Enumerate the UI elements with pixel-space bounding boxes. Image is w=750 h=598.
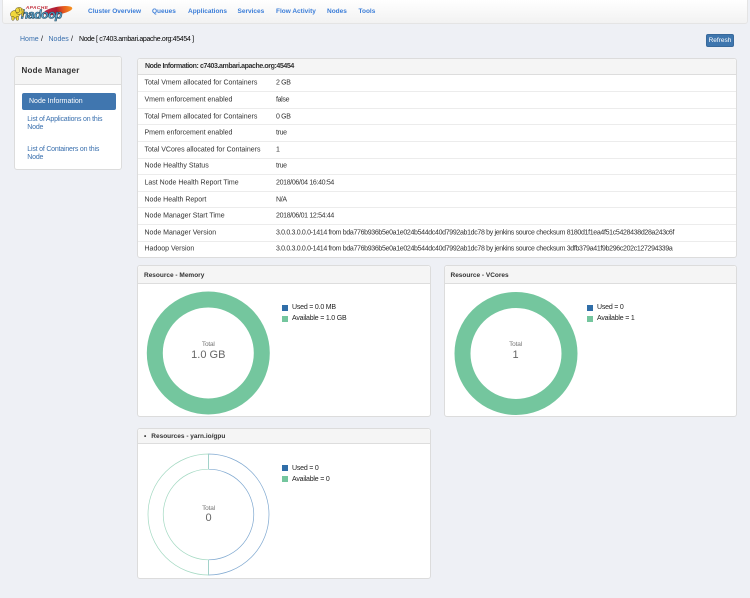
svg-text:hadoop: hadoop — [21, 8, 62, 22]
svg-text:APACHE: APACHE — [25, 5, 49, 11]
